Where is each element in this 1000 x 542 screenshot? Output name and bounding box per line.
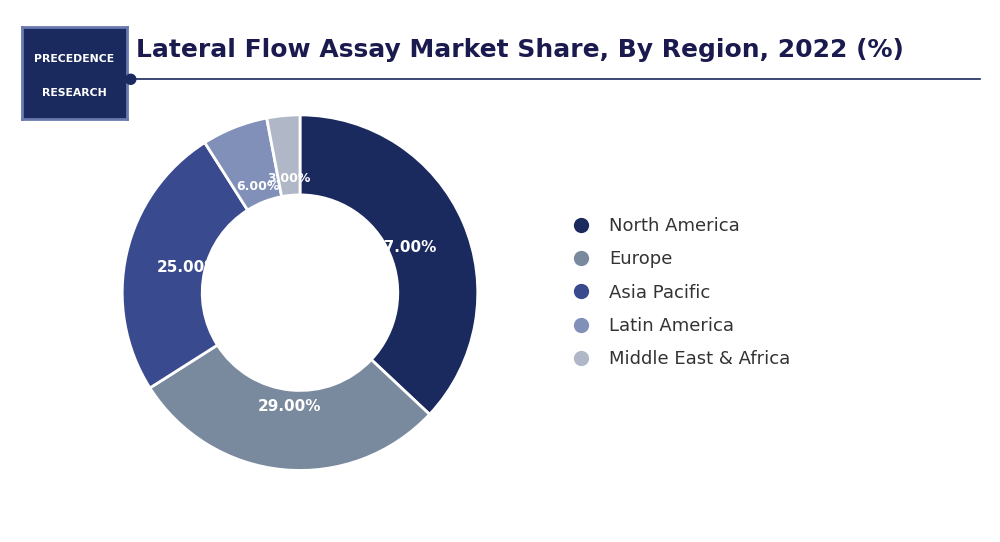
Legend: North America, Europe, Asia Pacific, Latin America, Middle East & Africa: North America, Europe, Asia Pacific, Lat… — [553, 208, 800, 377]
Wedge shape — [300, 115, 478, 415]
Text: ●: ● — [123, 71, 137, 86]
Wedge shape — [205, 118, 282, 210]
Wedge shape — [267, 115, 300, 197]
Wedge shape — [150, 345, 430, 470]
Text: 3.00%: 3.00% — [268, 172, 311, 185]
Text: PRECEDENCE: PRECEDENCE — [34, 54, 115, 64]
Text: 25.00%: 25.00% — [157, 260, 220, 275]
Text: 6.00%: 6.00% — [236, 180, 280, 193]
Text: Lateral Flow Assay Market Share, By Region, 2022 (%): Lateral Flow Assay Market Share, By Regi… — [136, 38, 904, 62]
Text: 29.00%: 29.00% — [257, 399, 321, 414]
Text: RESEARCH: RESEARCH — [42, 88, 107, 99]
Wedge shape — [122, 143, 248, 388]
Text: 37.00%: 37.00% — [373, 240, 437, 255]
